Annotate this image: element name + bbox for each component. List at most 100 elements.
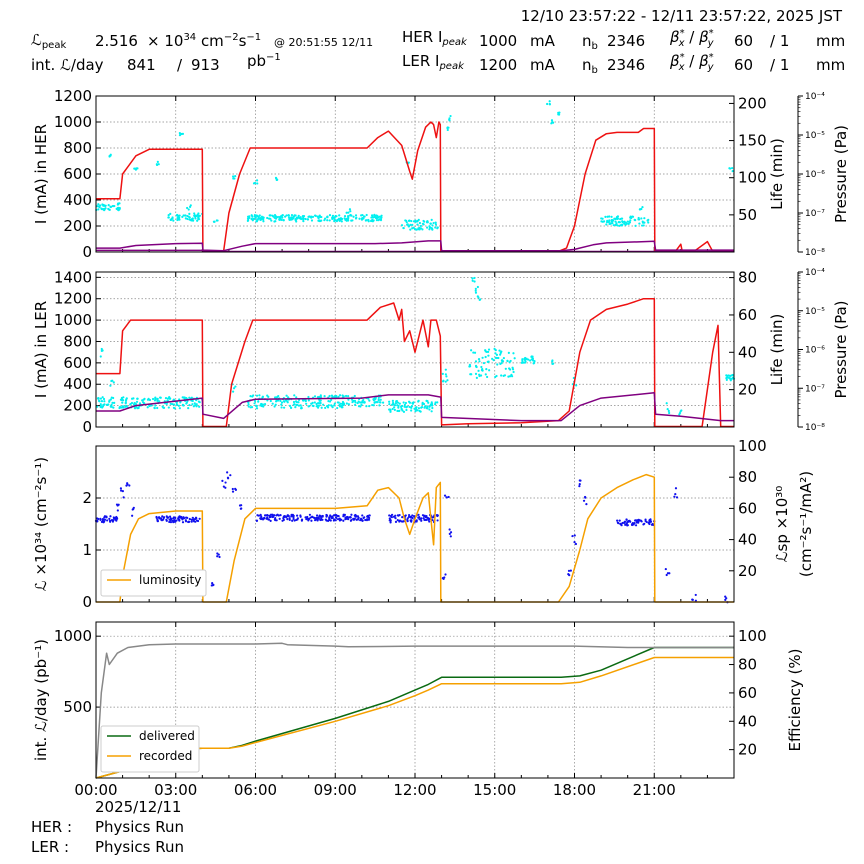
- scatter-point: [530, 355, 533, 358]
- scatter-point: [248, 215, 251, 218]
- scatter-point: [601, 220, 605, 223]
- scatter-point: [495, 353, 499, 356]
- scatter-point: [333, 218, 336, 222]
- scatter-point: [266, 516, 269, 519]
- scatter-point: [342, 519, 345, 522]
- scatter-point: [290, 515, 293, 518]
- scatter-point: [391, 403, 394, 406]
- scatter-point: [172, 219, 175, 222]
- scatter-point: [474, 289, 477, 292]
- her-ipeak-value: 1000: [479, 32, 517, 50]
- scatter-point: [550, 119, 554, 122]
- y-tick-label: 800: [63, 139, 92, 157]
- scatter-point: [616, 215, 620, 218]
- scatter-point: [479, 298, 482, 301]
- scatter-point: [396, 401, 400, 404]
- scatter-point: [287, 396, 290, 399]
- scatter-point: [339, 402, 342, 405]
- scatter-point: [321, 518, 324, 521]
- scatter-point: [110, 405, 113, 408]
- scatter-point: [181, 517, 184, 520]
- ler-beta-label: β* x / β* y: [669, 52, 715, 73]
- scatter-point: [317, 219, 320, 222]
- scatter-point: [181, 404, 185, 407]
- scatter-point: [286, 400, 289, 403]
- scatter-point: [258, 214, 261, 217]
- scatter-point: [165, 518, 168, 521]
- scatter-point: [496, 363, 499, 366]
- scatter-point: [665, 573, 668, 577]
- scatter-point: [97, 203, 100, 206]
- scatter-point: [291, 519, 294, 522]
- scatter-point: [295, 216, 299, 219]
- scatter-point: [521, 359, 524, 362]
- scatter-point: [285, 394, 288, 397]
- integrated-luminosity-panel: 500 1000 20 40 60 80 100 int. ℒ/day (pb⁻¹) Effic…: [32, 621, 804, 799]
- scatter-point: [393, 406, 396, 409]
- scatter-point: [336, 401, 339, 404]
- scatter-point: [428, 405, 431, 408]
- scatter-point: [305, 517, 308, 521]
- scatter-point: [158, 400, 161, 403]
- scatter-point: [311, 515, 314, 519]
- scatter-point: [250, 217, 253, 221]
- scatter-point: [109, 384, 112, 387]
- her-nb-label: nb: [582, 32, 598, 52]
- scatter-point: [177, 517, 180, 520]
- scatter-point: [326, 406, 330, 409]
- scatter-point: [255, 519, 258, 522]
- scatter-point: [188, 218, 191, 221]
- scatter-point: [302, 216, 305, 220]
- scatter-point: [101, 518, 105, 521]
- scatter-point: [574, 542, 578, 546]
- scatter-point: [102, 521, 105, 524]
- scatter-point: [175, 214, 178, 217]
- scatter-point: [623, 520, 627, 523]
- scatter-point: [178, 519, 181, 522]
- ler-nb-label: nb: [582, 56, 598, 76]
- scatter-point: [397, 406, 400, 409]
- scatter-point: [368, 514, 371, 517]
- scatter-point: [403, 403, 407, 407]
- scatter-point: [625, 518, 628, 521]
- efficiency-line: [95, 642, 734, 779]
- scatter-point: [185, 402, 188, 405]
- scatter-point: [106, 403, 110, 406]
- plot-frame: [95, 445, 735, 603]
- pressure-tick-label: 10⁻⁵: [805, 307, 825, 317]
- scatter-point: [405, 221, 408, 224]
- scatter-point: [621, 220, 624, 224]
- scatter-point: [434, 221, 437, 224]
- scatter-point: [231, 175, 235, 178]
- y-tick-label: 800: [63, 332, 92, 350]
- scatter-point: [184, 217, 187, 220]
- scatter-point: [108, 208, 111, 211]
- scatter-point: [324, 406, 327, 409]
- scatter-point: [488, 369, 491, 372]
- scatter-point: [328, 518, 331, 522]
- scatter-point: [445, 496, 448, 499]
- scatter-point: [680, 409, 683, 412]
- scatter-point: [338, 214, 341, 217]
- scatter-point: [317, 217, 320, 220]
- scatter-point: [180, 132, 183, 136]
- pressure-line: [96, 392, 734, 422]
- scatter-point: [366, 514, 369, 518]
- scatter-point: [508, 367, 511, 370]
- scatter-point: [186, 214, 189, 218]
- scatter-point: [578, 483, 581, 486]
- scatter-point: [97, 517, 100, 521]
- scatter-point: [299, 217, 303, 221]
- scatter-point: [637, 519, 640, 523]
- scatter-point: [221, 479, 224, 482]
- scatter-point: [329, 514, 332, 517]
- scatter-point: [234, 487, 237, 490]
- scatter-point: [546, 102, 549, 106]
- y2-axis-label: Efficiency (%): [786, 649, 804, 752]
- scatter-point: [232, 177, 235, 180]
- scatter-point: [112, 204, 115, 208]
- y-tick-label: 1200: [54, 87, 92, 105]
- scatter-point: [262, 220, 265, 223]
- scatter-point: [165, 402, 168, 405]
- scatter-point: [112, 396, 115, 400]
